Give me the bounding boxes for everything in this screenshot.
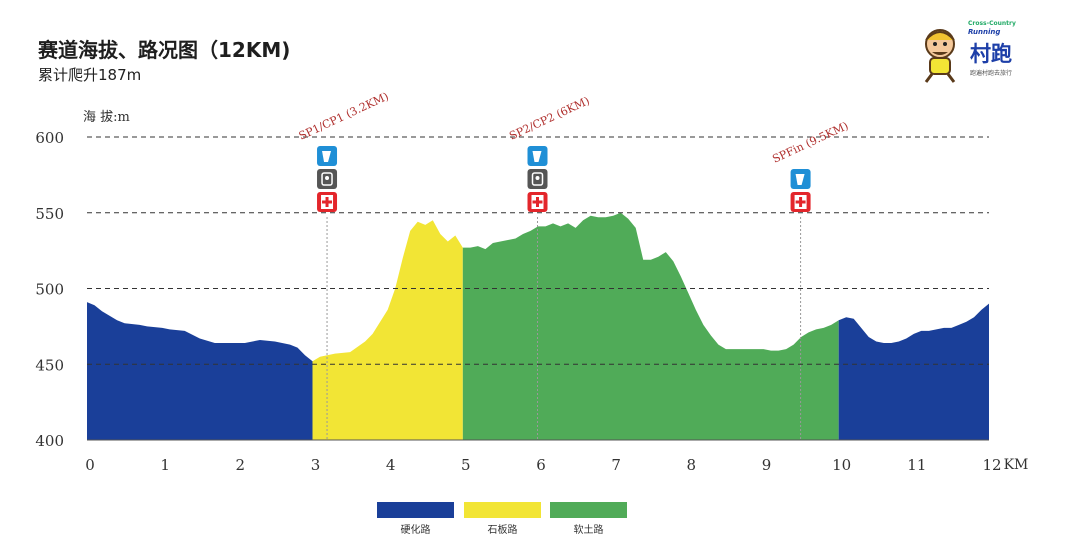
medical-icon [527, 192, 548, 212]
legend-label: 硬化路 [401, 523, 431, 536]
water-icon [317, 146, 338, 166]
medical-icon [790, 192, 811, 212]
total-climb: 累计爬升187m [38, 66, 142, 84]
legend-label: 石板路 [488, 523, 518, 536]
logo-tagline: 跑遍村跑去旅行 [970, 70, 1013, 77]
legend-swatch [550, 502, 627, 518]
x-unit-label: KM [1004, 457, 1029, 473]
x-tick-label-11: 11 [907, 456, 926, 474]
x-tick-label-9: 9 [762, 456, 772, 474]
elevation-area-segment-1 [87, 302, 313, 440]
y-axis-label: 海 拔:m [83, 110, 130, 125]
legend-label: 软土路 [574, 523, 604, 536]
x-tick-label-0: 0 [85, 456, 95, 474]
x-tick-label-7: 7 [611, 456, 621, 474]
runner-mascot-icon [924, 29, 956, 83]
legend-swatch [464, 502, 541, 518]
y-tick-label-450: 450 [35, 356, 64, 374]
x-tick-label-5: 5 [461, 456, 471, 474]
y-tick-label-500: 500 [35, 281, 64, 299]
checkpoint-label: SP1/CP1 (3.2KM) [297, 90, 391, 143]
checkpoint-label: SP2/CP2 (6KM) [507, 94, 591, 143]
y-tick-label-400: 400 [35, 432, 64, 450]
elevation-area-segment-3 [462, 212, 839, 440]
x-tick-label-3: 3 [311, 456, 321, 474]
water-icon [790, 169, 811, 189]
x-tick-label-10: 10 [832, 456, 851, 474]
medical-cross-h [322, 200, 333, 204]
timing-icon [317, 169, 338, 189]
medical-cross-h [795, 200, 806, 204]
legend-swatch [377, 502, 454, 518]
logo-brand-small: Cross-Country [968, 20, 1016, 27]
x-tick-label-4: 4 [386, 456, 396, 474]
x-tick-label-8: 8 [687, 456, 697, 474]
legend-item-3: 软土路 [550, 502, 627, 536]
water-cup-shape [322, 151, 332, 162]
elevation-area-segment-2 [312, 220, 463, 440]
page-title: 赛道海拔、路况图（12KM) [38, 38, 291, 62]
medical-cross-h [532, 200, 543, 204]
checkpoint-label: SPFin (9.5KM) [770, 119, 850, 166]
timing-icon [527, 169, 548, 189]
timing-shape [531, 172, 544, 186]
y-tick-label-600: 600 [35, 129, 64, 147]
legend-item-2: 石板路 [464, 502, 541, 536]
x-tick-label-2: 2 [236, 456, 246, 474]
brand-logo: Cross-Country Running 村跑 跑遍村跑去旅行 [918, 20, 1033, 84]
water-cup-shape [532, 151, 542, 162]
water-cup-shape [795, 174, 805, 185]
timing-dot [535, 176, 540, 180]
timing-dot [325, 176, 330, 180]
elevation-area-segment-4 [838, 303, 989, 440]
water-icon [527, 146, 548, 166]
logo-brand-run: Running [968, 28, 1001, 36]
x-tick-label-1: 1 [160, 456, 170, 474]
logo-brand-cn: 村跑 [970, 41, 1012, 66]
x-tick-label-12: 12 [982, 456, 1001, 474]
x-tick-label-6: 6 [536, 456, 546, 474]
y-tick-label-550: 550 [35, 205, 64, 223]
timing-shape [321, 172, 333, 186]
medical-icon [317, 192, 338, 212]
legend-item-1: 硬化路 [377, 502, 454, 536]
